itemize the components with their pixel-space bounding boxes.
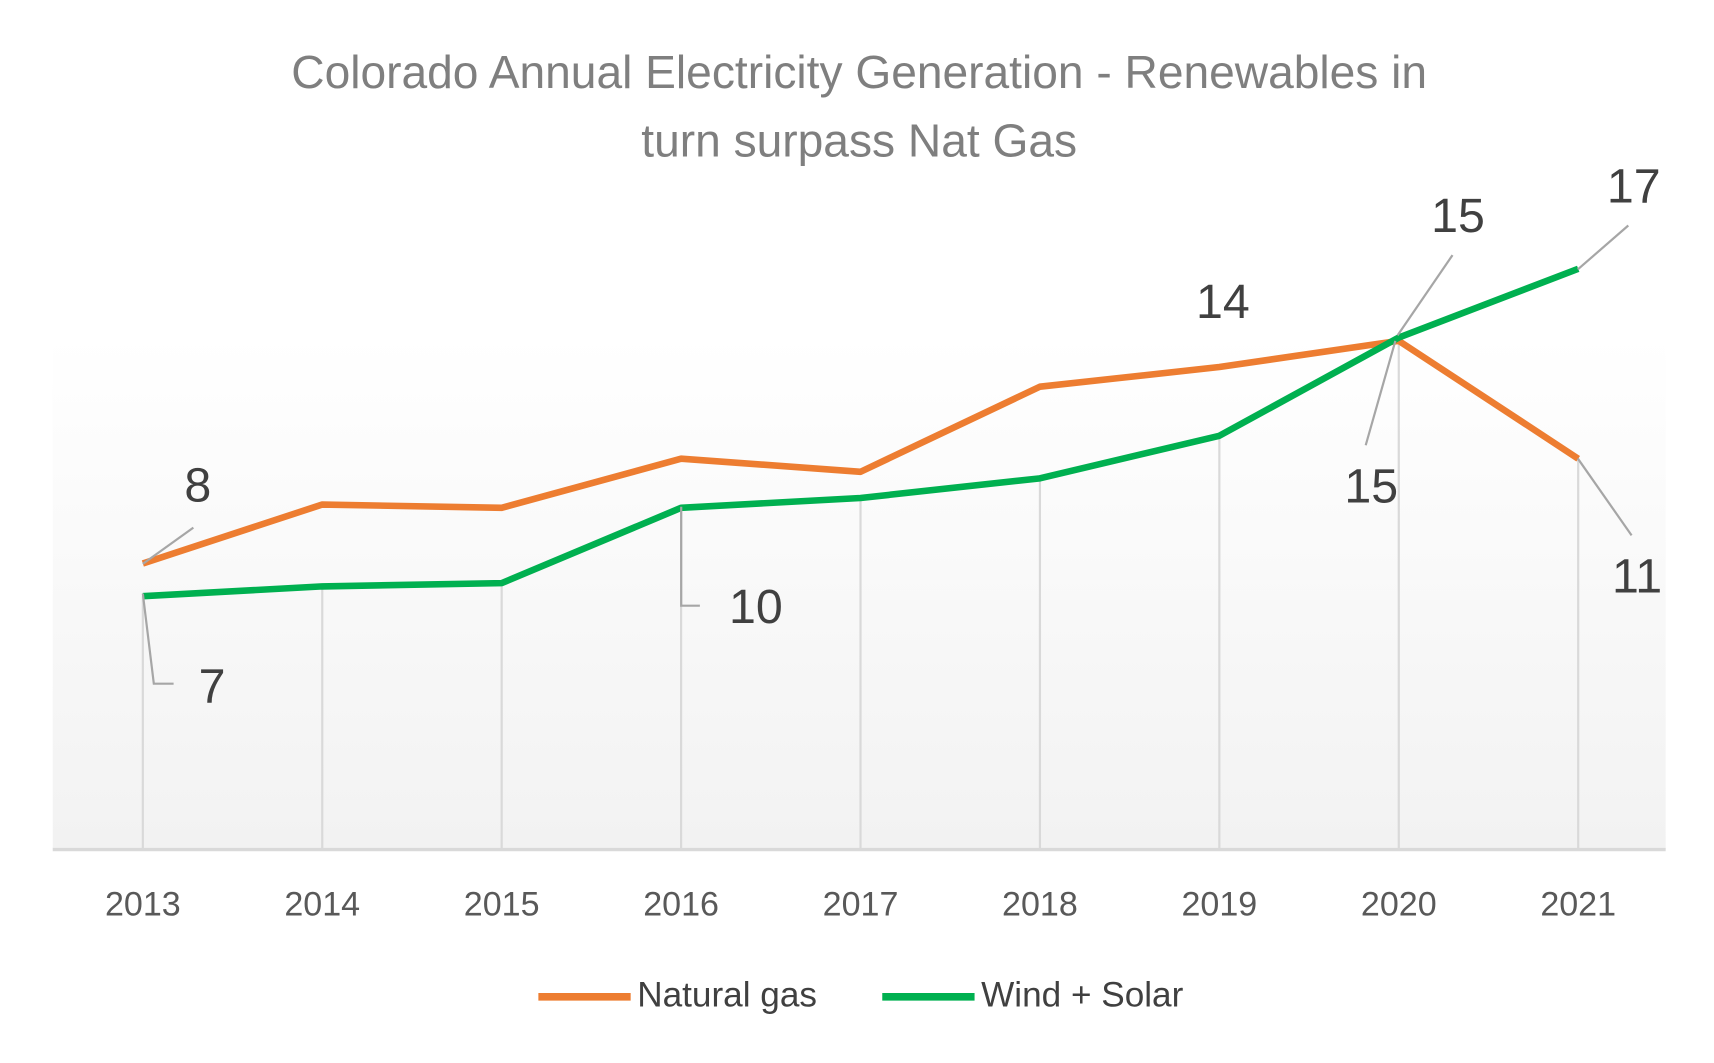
data-label: 10 [729, 580, 783, 634]
leader-line [142, 526, 195, 565]
data-label: 11 [1612, 549, 1662, 603]
data-label: 15 [1344, 459, 1398, 513]
data-label: 7 [199, 659, 226, 713]
leader-line [1364, 340, 1397, 446]
series-line-natural-gas [141, 337, 1581, 567]
chart-title-line-1: Colorado Annual Electricity Generation -… [291, 46, 1427, 98]
x-tick-label-2016: 2016 [643, 886, 719, 924]
leader-line [1396, 254, 1454, 336]
data-label: 17 [1607, 159, 1661, 213]
leader-line [1577, 224, 1630, 271]
chart-title-line-2: turn surpass Nat Gas [641, 114, 1077, 166]
x-tick-label-2017: 2017 [823, 886, 899, 924]
x-tick-label-2018: 2018 [1002, 886, 1078, 924]
legend-label-natural-gas: Natural gas [637, 976, 817, 1015]
plot-area [52, 335, 1666, 850]
leader-line [141, 593, 174, 685]
x-tick-label-2021: 2021 [1540, 886, 1616, 924]
leader-line [680, 506, 700, 607]
x-tick-label-2019: 2019 [1181, 886, 1257, 924]
x-tick-label-2014: 2014 [284, 886, 360, 924]
x-tick-label-2015: 2015 [464, 886, 540, 924]
x-tick-label-2020: 2020 [1361, 886, 1437, 924]
data-label: 8 [184, 458, 211, 512]
data-label: 14 [1196, 275, 1250, 329]
data-label: 15 [1431, 189, 1485, 243]
leader-line [1576, 457, 1633, 536]
legend: Natural gas Wind + Solar [538, 976, 1184, 1015]
legend-label-wind-solar: Wind + Solar [981, 976, 1183, 1015]
series-line-wind-solar [142, 265, 1580, 600]
x-tick-label-2013: 2013 [105, 886, 181, 924]
